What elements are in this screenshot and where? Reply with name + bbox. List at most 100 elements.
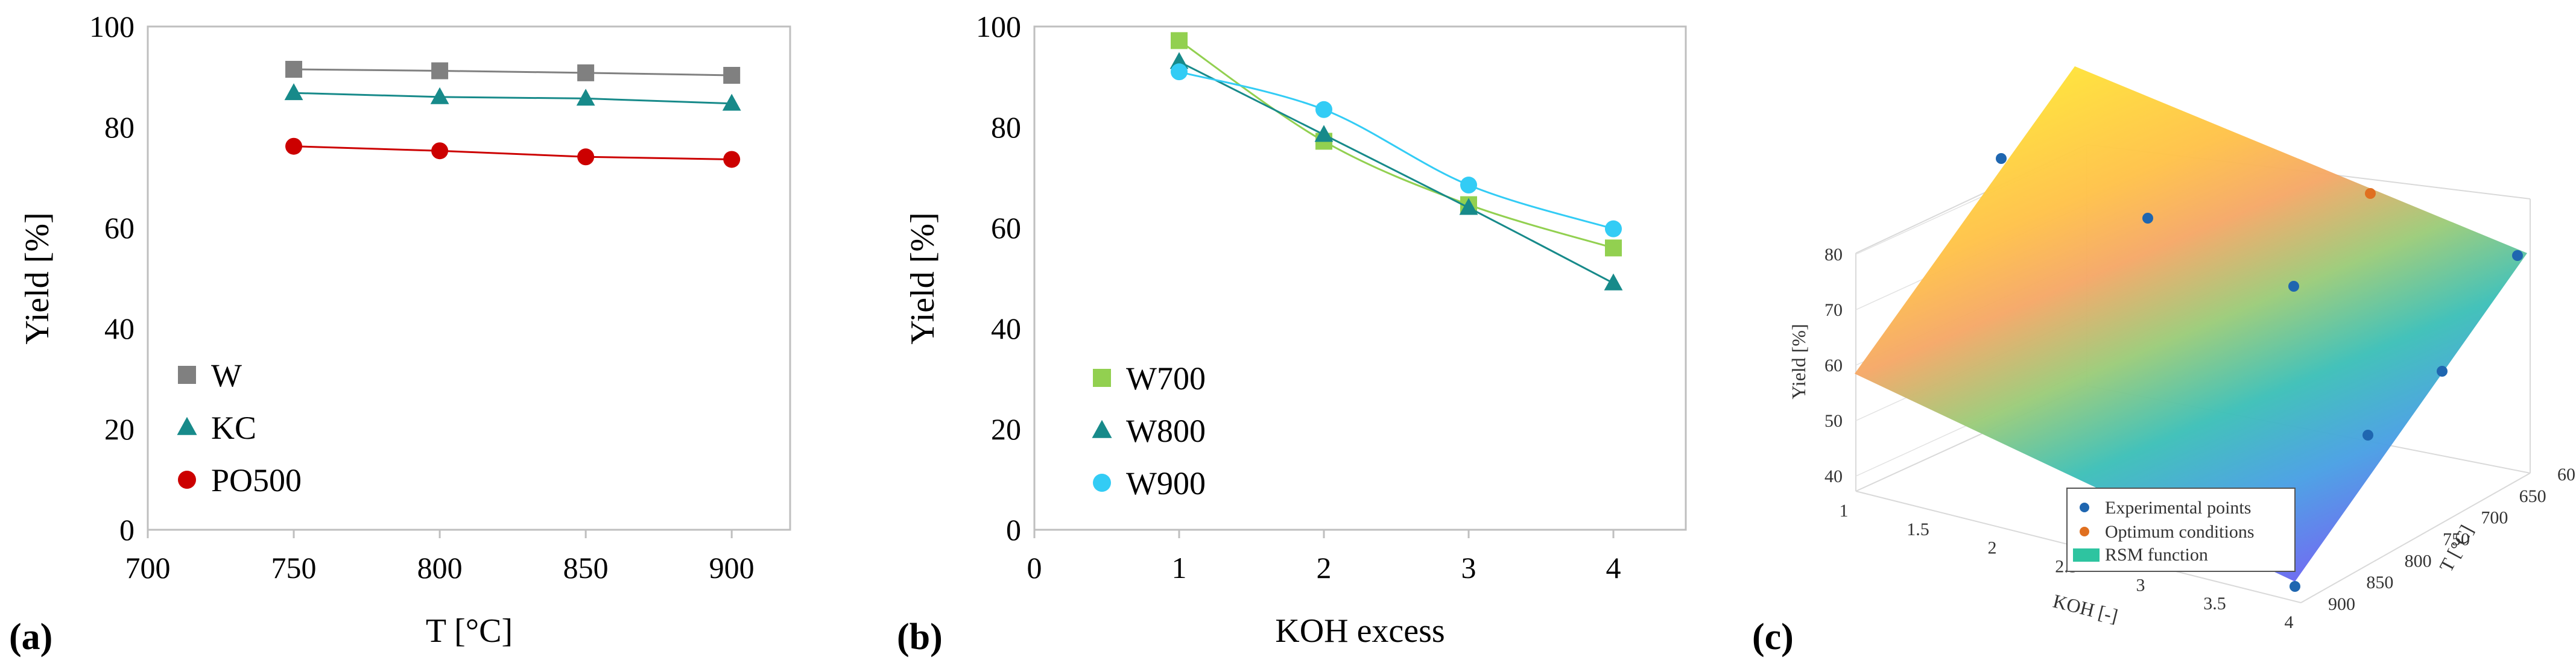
data-point-PO500 xyxy=(723,151,741,168)
experimental-point xyxy=(2362,430,2373,441)
y-tick-label: 100 xyxy=(976,10,1021,43)
chart-c: 405060708011.522.533.5490085080075070065… xyxy=(1752,66,2576,658)
data-point-W700 xyxy=(1171,32,1188,49)
koh-tick-label: 1.5 xyxy=(1907,520,1929,539)
chart-b-xlabel: KOH excess xyxy=(1275,612,1445,650)
series-line-KC xyxy=(294,92,732,105)
chart-b-ylabel: Yield [%] xyxy=(904,212,941,344)
t-tick-label: 900 xyxy=(2328,594,2355,614)
data-point-W xyxy=(285,60,303,78)
data-point-PO500 xyxy=(577,148,595,166)
t-tick-label: 800 xyxy=(2405,551,2432,571)
x-tick-label: 1 xyxy=(1172,551,1187,585)
data-point-W800 xyxy=(1459,198,1478,215)
y-tick-label: 20 xyxy=(991,412,1021,446)
chart-b-gridlines xyxy=(1033,530,1615,538)
z-tick-label: 70 xyxy=(1824,300,1843,320)
y-tick-label: 40 xyxy=(104,312,134,345)
y-tick-label: 60 xyxy=(991,211,1021,245)
data-point-W900 xyxy=(1315,101,1332,118)
chart-c-ticks: 405060708011.522.533.5490085080075070065… xyxy=(1824,245,2576,632)
data-point-KC xyxy=(722,93,741,111)
y-tick-label: 80 xyxy=(104,110,134,144)
legend-label-W800: W800 xyxy=(1126,413,1206,449)
data-point-W xyxy=(577,64,595,81)
experimental-point xyxy=(2288,281,2299,292)
y-tick-label: 40 xyxy=(991,312,1021,345)
series-line-W800 xyxy=(1179,61,1614,284)
experimental-point xyxy=(1996,153,2007,164)
t-tick-label: 650 xyxy=(2519,486,2546,506)
x-tick-label: 0 xyxy=(1027,551,1042,585)
koh-tick-label: 3.5 xyxy=(2203,594,2226,614)
x-tick-label: 700 xyxy=(125,551,171,585)
chart-c-points xyxy=(1996,153,2523,592)
legend-rsm-label: RSM function xyxy=(2105,545,2208,565)
y-tick-label: 80 xyxy=(991,110,1021,144)
chart-a-series xyxy=(284,60,741,168)
experimental-point xyxy=(2437,366,2448,377)
data-point-W800 xyxy=(1314,125,1334,142)
legend-exp-marker xyxy=(2080,503,2089,512)
z-tick-label: 40 xyxy=(1824,466,1843,486)
data-point-W900 xyxy=(1460,177,1477,194)
legend-marker-KC xyxy=(177,416,197,435)
x-tick-label: 800 xyxy=(417,551,463,585)
data-point-W xyxy=(431,62,449,80)
data-point-KC xyxy=(576,89,595,106)
koh-tick-label: 2 xyxy=(1988,538,1997,558)
chart-c-xlabel: KOH [-] xyxy=(2051,590,2120,627)
panel-label-c: (c) xyxy=(1752,617,1794,658)
koh-tick-label: 3 xyxy=(2136,575,2145,595)
legend-marker-PO500 xyxy=(178,471,196,489)
x-tick-label: 2 xyxy=(1317,551,1332,585)
experimental-point xyxy=(2290,581,2300,592)
data-point-KC xyxy=(430,87,449,104)
panel-label-a: (a) xyxy=(9,617,52,658)
y-tick-label: 100 xyxy=(89,10,134,43)
t-tick-label: 750 xyxy=(2443,530,2470,550)
data-point-PO500 xyxy=(431,142,449,160)
legend-marker-W800 xyxy=(1092,419,1112,438)
series-line-W700 xyxy=(1179,40,1614,249)
legend-label-PO500: PO500 xyxy=(211,462,302,498)
data-point-W800 xyxy=(1604,273,1623,290)
experimental-point xyxy=(2142,213,2153,224)
rsm-surface xyxy=(1855,66,2527,582)
legend-label-W700: W700 xyxy=(1126,360,1206,397)
data-point-W700 xyxy=(1605,239,1622,257)
series-line-PO500 xyxy=(293,145,732,160)
series-line-W900 xyxy=(1179,71,1614,230)
y-tick-label: 0 xyxy=(1006,513,1021,547)
z-tick-label: 50 xyxy=(1824,411,1843,431)
chart-c-ylabel: Yield [%] xyxy=(1788,324,1809,399)
legend-opt-label: Optimum conditions xyxy=(2105,522,2255,542)
y-tick-label: 60 xyxy=(104,211,134,245)
chart-b-series xyxy=(1169,32,1623,290)
data-point-W xyxy=(723,66,741,84)
chart-b-frame xyxy=(1033,25,1687,531)
series-line-W xyxy=(294,68,732,77)
z-tick-label: 60 xyxy=(1824,356,1843,375)
chart-a-ylabel: Yield [%] xyxy=(19,212,56,344)
chart-a: 700 750 800 850 900 0 20 40 60 80 100 T [°C] Yield… xyxy=(9,10,791,658)
legend-rsm-swatch xyxy=(2073,548,2100,562)
koh-tick-label: 1 xyxy=(1840,501,1849,521)
legend-marker-W xyxy=(178,366,196,384)
chart-c-legend: Experimental points Optimum conditions R… xyxy=(2066,488,2296,572)
legend-marker-W900 xyxy=(1093,474,1111,492)
chart-a-xlabel: T [°C] xyxy=(426,612,513,650)
legend-label-W: W xyxy=(211,357,242,394)
x-tick-label: 3 xyxy=(1461,551,1476,585)
legend-opt-marker xyxy=(2080,527,2089,536)
x-tick-label: 750 xyxy=(271,551,317,585)
z-tick-label: 80 xyxy=(1824,245,1843,265)
data-point-W900 xyxy=(1605,220,1622,237)
data-point-W900 xyxy=(1171,63,1188,81)
data-point-W800 xyxy=(1169,52,1189,69)
chart-b-legend: W700 W800 W900 xyxy=(1092,360,1206,501)
panel-label-b: (b) xyxy=(897,617,943,658)
